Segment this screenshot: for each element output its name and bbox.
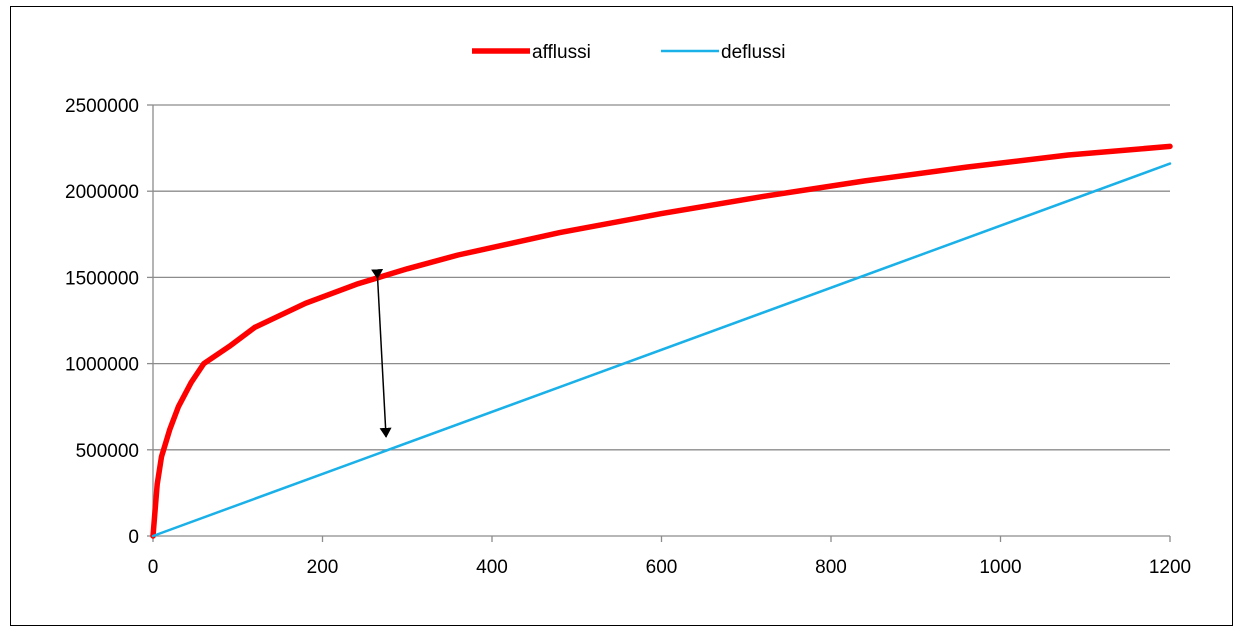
line-chart: 0 500000 1000000 1500000 2000000 2500000 0 200 4… bbox=[65, 42, 1191, 578]
y-tick-label: 1000000 bbox=[65, 355, 139, 376]
x-tick-label: 0 bbox=[148, 557, 159, 578]
double-arrow-annotation bbox=[371, 268, 392, 438]
x-tick-label: 200 bbox=[307, 557, 339, 578]
x-tick-label: 1200 bbox=[1149, 557, 1191, 578]
x-tick-label: 600 bbox=[646, 557, 678, 578]
series-line-deflussi bbox=[151, 162, 1172, 538]
legend-label-deflussi: deflussi bbox=[721, 42, 785, 63]
y-tick-label: 500000 bbox=[76, 441, 139, 462]
y-tick-label: 2500000 bbox=[65, 96, 139, 117]
y-tick-label: 2000000 bbox=[65, 182, 139, 203]
y-tick-label: 1500000 bbox=[65, 268, 139, 289]
series bbox=[150, 143, 1173, 539]
annotations bbox=[371, 268, 392, 438]
y-tick-label: 0 bbox=[128, 527, 139, 548]
gridlines bbox=[153, 104, 1170, 451]
x-tick-label: 400 bbox=[476, 557, 508, 578]
legend-label-afflussi: afflussi bbox=[532, 42, 591, 63]
legend: afflussi deflussi bbox=[472, 42, 785, 63]
x-tick-label: 800 bbox=[815, 557, 847, 578]
x-tick-label: 1000 bbox=[979, 557, 1021, 578]
series-line-afflussi bbox=[150, 143, 1173, 539]
axes: 0 500000 1000000 1500000 2000000 2500000 0 200 4… bbox=[65, 96, 1191, 578]
